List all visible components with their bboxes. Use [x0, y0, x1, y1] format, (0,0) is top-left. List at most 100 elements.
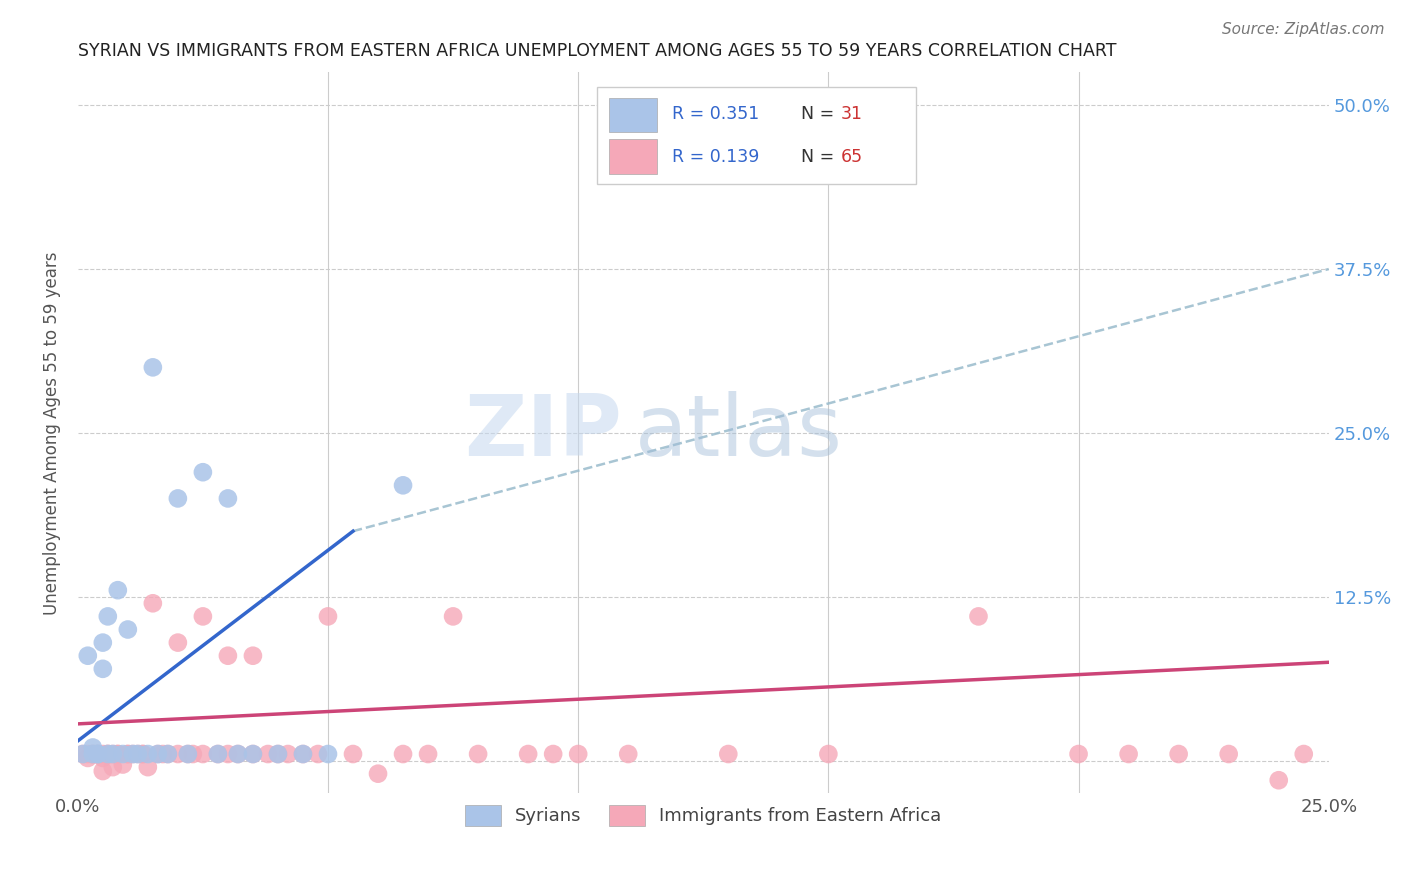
Point [117, 747, 139, 761]
Point [97, 747, 120, 761]
Point [181, 747, 204, 761]
Point [87, 747, 110, 761]
Point [76, 648, 98, 663]
Point [517, 747, 540, 761]
Text: R = 0.351: R = 0.351 [672, 105, 759, 123]
Point [167, 747, 190, 761]
Text: SYRIAN VS IMMIGRANTS FROM EASTERN AFRICA UNEMPLOYMENT AMONG AGES 55 TO 59 YEARS : SYRIAN VS IMMIGRANTS FROM EASTERN AFRICA… [77, 42, 1116, 60]
Point [1267, 773, 1289, 788]
Point [342, 747, 364, 761]
Point [72, 747, 94, 761]
Point [217, 491, 239, 506]
Point [392, 747, 415, 761]
Point [242, 747, 264, 761]
Text: 31: 31 [841, 105, 863, 123]
Point [87, 747, 110, 761]
Point [87, 747, 110, 761]
Point [82, 747, 104, 761]
FancyBboxPatch shape [598, 87, 915, 184]
Point [1118, 747, 1140, 761]
Point [392, 478, 415, 492]
Point [1067, 747, 1090, 761]
Point [817, 747, 839, 761]
Point [97, 747, 120, 761]
Point [76, 747, 98, 761]
Point [242, 747, 264, 761]
Point [207, 747, 229, 761]
Point [257, 747, 280, 761]
Point [136, 760, 159, 774]
Point [91, 662, 114, 676]
Point [82, 747, 104, 761]
Point [97, 747, 120, 761]
Point [156, 747, 179, 761]
Point [316, 747, 339, 761]
Point [277, 747, 299, 761]
Point [567, 747, 589, 761]
Point [717, 747, 740, 761]
Point [307, 747, 329, 761]
Point [416, 747, 439, 761]
Point [91, 764, 114, 778]
Text: 65: 65 [841, 148, 863, 166]
Point [177, 747, 200, 761]
Point [967, 609, 990, 624]
Point [152, 747, 174, 761]
Point [101, 747, 124, 761]
Point [101, 760, 124, 774]
Point [367, 766, 389, 780]
Point [107, 747, 129, 761]
Point [72, 747, 94, 761]
Point [91, 635, 114, 649]
Point [117, 623, 139, 637]
Point [217, 648, 239, 663]
Point [156, 747, 179, 761]
Point [207, 747, 229, 761]
Point [107, 583, 129, 598]
Point [111, 757, 134, 772]
Point [146, 747, 169, 761]
Point [167, 635, 190, 649]
Text: N =: N = [801, 105, 834, 123]
Point [541, 747, 564, 761]
Point [97, 609, 120, 624]
Point [107, 747, 129, 761]
Legend: Syrians, Immigrants from Eastern Africa: Syrians, Immigrants from Eastern Africa [456, 796, 950, 835]
Point [87, 747, 110, 761]
Point [127, 747, 149, 761]
Point [291, 747, 314, 761]
Point [82, 747, 104, 761]
Text: R = 0.139: R = 0.139 [672, 148, 759, 166]
Text: atlas: atlas [634, 392, 842, 475]
Point [617, 747, 640, 761]
Point [121, 747, 143, 761]
Bar [609, 139, 657, 174]
Point [217, 747, 239, 761]
Point [1218, 747, 1240, 761]
Point [127, 747, 149, 761]
Point [82, 740, 104, 755]
Point [91, 747, 114, 761]
Point [142, 360, 165, 375]
Point [191, 465, 214, 479]
Point [291, 747, 314, 761]
Point [167, 491, 190, 506]
Y-axis label: Unemployment Among Ages 55 to 59 years: Unemployment Among Ages 55 to 59 years [44, 252, 60, 615]
Point [146, 747, 169, 761]
Point [267, 747, 290, 761]
Point [136, 747, 159, 761]
Point [76, 751, 98, 765]
Point [467, 747, 489, 761]
Point [242, 648, 264, 663]
Point [117, 747, 139, 761]
Point [101, 747, 124, 761]
Point [111, 747, 134, 761]
Point [226, 747, 249, 761]
Point [142, 596, 165, 610]
Text: Source: ZipAtlas.com: Source: ZipAtlas.com [1222, 22, 1385, 37]
Point [441, 609, 464, 624]
Text: N =: N = [801, 148, 834, 166]
Point [121, 747, 143, 761]
Point [191, 747, 214, 761]
Point [267, 747, 290, 761]
